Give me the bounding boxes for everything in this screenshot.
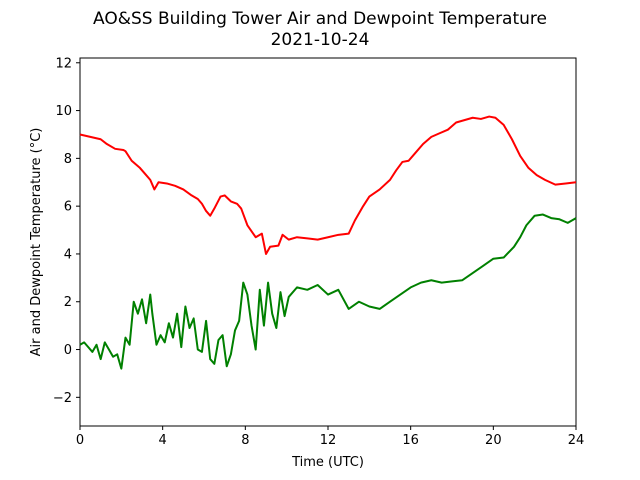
x-tick-label: 0 [76, 433, 84, 448]
y-tick-label: 2 [64, 295, 72, 310]
x-tick-label: 8 [241, 433, 249, 448]
y-tick-label: 12 [55, 56, 72, 71]
y-axis-ticks: −2 0 2 4 6 8 10 12 [53, 56, 80, 406]
y-tick-label: 10 [55, 104, 72, 119]
x-tick-label: 4 [159, 433, 167, 448]
series-line-0 [79, 115, 577, 255]
y-tick-label: 4 [64, 247, 72, 262]
axes-frame [79, 57, 577, 427]
x-tick-label: 12 [320, 433, 337, 448]
y-tick-label: 6 [64, 200, 72, 215]
y-axis-label: Air and Dewpoint Temperature (°C) [29, 128, 44, 357]
series-line-1 [79, 213, 577, 370]
x-axis-label: Time (UTC) [291, 455, 364, 470]
x-tick-label: 24 [568, 433, 585, 448]
chart-subtitle: 2021-10-24 [271, 30, 370, 50]
x-tick-label: 16 [402, 433, 419, 448]
series-layer [79, 115, 577, 370]
x-tick-label: 20 [485, 433, 502, 448]
y-tick-label: 8 [64, 152, 72, 167]
y-tick-label: −2 [53, 391, 72, 406]
x-axis-ticks: 0 4 8 12 16 20 24 [76, 426, 584, 448]
chart-title: AO&SS Building Tower Air and Dewpoint Te… [93, 9, 547, 29]
y-tick-label: 0 [64, 343, 72, 358]
